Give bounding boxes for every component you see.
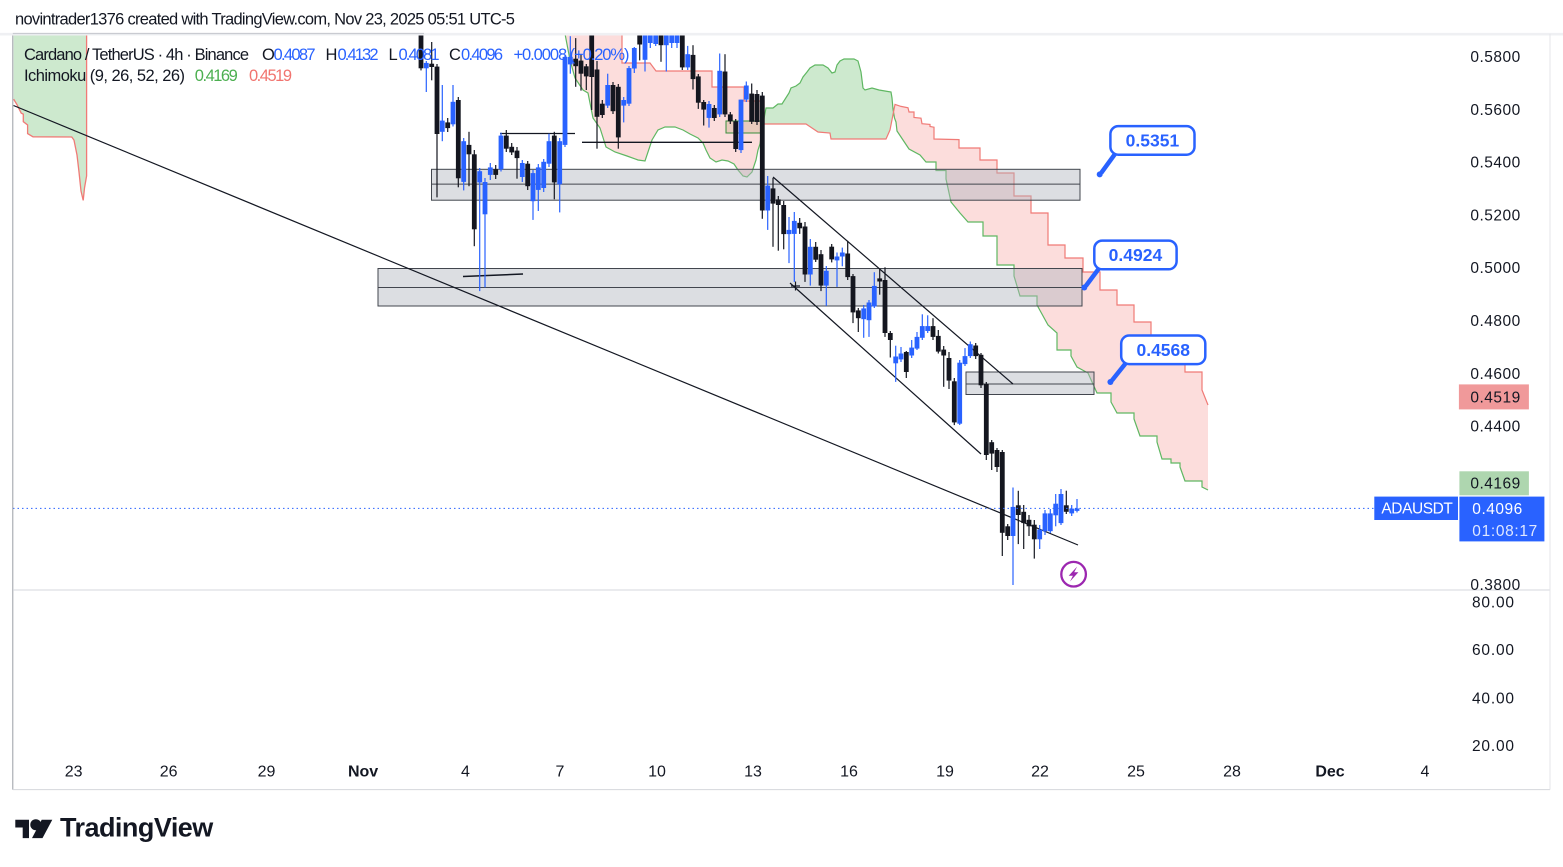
svg-text:23: 23 <box>65 764 83 781</box>
svg-text:20.00: 20.00 <box>1472 738 1514 755</box>
svg-text:40.00: 40.00 <box>1472 690 1514 707</box>
svg-text:Cardano / TetherUS · 4h · Bina: Cardano / TetherUS · 4h · Binance O0.4087… <box>24 46 630 64</box>
svg-text:0.5800: 0.5800 <box>1470 49 1520 66</box>
svg-text:28: 28 <box>1223 764 1241 781</box>
svg-text:19: 19 <box>936 764 954 781</box>
svg-text:Ichimoku (9, 26, 52, 26)0.4169: Ichimoku (9, 26, 52, 26) 0.4169 0.4519 <box>24 67 292 85</box>
svg-text:16: 16 <box>840 764 858 781</box>
svg-text:60.00: 60.00 <box>1472 642 1514 659</box>
svg-text:0.4519: 0.4519 <box>1470 389 1520 406</box>
svg-text:TradingView: TradingView <box>60 813 214 843</box>
svg-text:0.5351: 0.5351 <box>1126 130 1180 150</box>
svg-text:01:08:17: 01:08:17 <box>1472 523 1537 540</box>
svg-text:10: 10 <box>648 764 666 781</box>
svg-text:4: 4 <box>461 764 470 781</box>
svg-text:Nov: Nov <box>348 764 378 781</box>
svg-text:0.4800: 0.4800 <box>1470 313 1520 330</box>
svg-text:0.5000: 0.5000 <box>1470 260 1520 277</box>
svg-text:26: 26 <box>160 764 178 781</box>
svg-text:29: 29 <box>258 764 276 781</box>
svg-text:22: 22 <box>1031 764 1049 781</box>
svg-text:25: 25 <box>1127 764 1145 781</box>
svg-text:0.4924: 0.4924 <box>1109 245 1163 265</box>
svg-text:13: 13 <box>744 764 762 781</box>
svg-text:0.3800: 0.3800 <box>1470 577 1520 594</box>
svg-text:0.5600: 0.5600 <box>1470 102 1520 119</box>
svg-text:Dec: Dec <box>1315 764 1344 781</box>
svg-text:0.4400: 0.4400 <box>1470 419 1520 436</box>
svg-text:novintrader1376 created with T: novintrader1376 created with TradingView… <box>15 11 515 29</box>
svg-text:7: 7 <box>556 764 565 781</box>
svg-text:4: 4 <box>1421 764 1430 781</box>
svg-text:0.5200: 0.5200 <box>1470 207 1520 224</box>
svg-text:ADAUSDT: ADAUSDT <box>1381 501 1453 518</box>
svg-text:0.4096: 0.4096 <box>1472 501 1522 518</box>
svg-text:0.4600: 0.4600 <box>1470 366 1520 383</box>
svg-text:0.4169: 0.4169 <box>1470 476 1520 493</box>
svg-text:0.4568: 0.4568 <box>1136 340 1190 360</box>
svg-text:0.5400: 0.5400 <box>1470 155 1520 172</box>
svg-text:80.00: 80.00 <box>1472 594 1514 611</box>
